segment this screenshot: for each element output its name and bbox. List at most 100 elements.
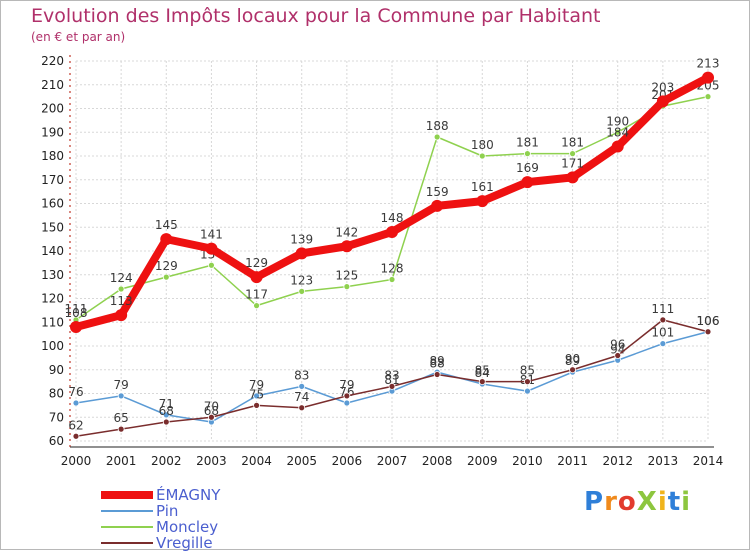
data-label-pin: 83 [294, 368, 309, 382]
data-point-emagny [115, 309, 128, 322]
x-tick-label: 2004 [241, 454, 272, 468]
data-label-pin: 76 [68, 385, 83, 399]
logo-letter: X [636, 487, 658, 517]
data-point-emagny [340, 240, 353, 253]
data-label-moncley: 123 [290, 273, 313, 287]
data-point-emagny [386, 226, 398, 238]
data-point-moncley [478, 152, 486, 160]
data-point-moncley [524, 150, 531, 158]
data-label-pin: 71 [159, 397, 174, 411]
x-tick-label: 2001 [106, 454, 137, 468]
data-point-vregille [478, 378, 486, 386]
data-point-pin [162, 411, 170, 419]
data-point-vregille [343, 392, 351, 400]
data-label-vregille: 83 [384, 368, 399, 382]
legend-label: Vregille [156, 534, 213, 552]
data-point-pin [298, 382, 306, 390]
data-point-moncley [343, 283, 351, 291]
data-label-vregille: 85 [520, 364, 535, 378]
data-label-vregille: 88 [430, 357, 445, 371]
data-label-pin: 101 [651, 326, 674, 340]
data-point-emagny [656, 95, 669, 108]
logo-letter: t [667, 487, 682, 517]
y-tick-label: 90 [49, 363, 64, 377]
data-point-moncley [433, 133, 441, 141]
data-point-emagny [205, 242, 218, 255]
y-tick-label: 110 [41, 315, 64, 329]
data-label-moncley: 129 [155, 259, 178, 273]
data-label-pin: 106 [697, 314, 720, 328]
data-point-emagny [566, 171, 579, 184]
x-tick-label: 2009 [467, 454, 498, 468]
data-label-moncley: 188 [426, 119, 449, 133]
data-point-vregille [614, 352, 622, 359]
y-tick-label: 220 [41, 54, 64, 68]
y-tick-label: 80 [49, 387, 64, 401]
data-label-emagny: 108 [65, 306, 88, 320]
data-label-vregille: 75 [249, 387, 264, 401]
data-label-emagny: 142 [335, 225, 358, 239]
x-tick-label: 2005 [286, 454, 317, 468]
x-tick-label: 2010 [512, 454, 543, 468]
data-point-emagny [611, 140, 624, 153]
data-point-vregille [659, 316, 667, 324]
data-point-vregille [298, 404, 306, 412]
y-tick-label: 70 [49, 410, 64, 424]
data-point-emagny [295, 247, 308, 260]
data-point-moncley [208, 261, 215, 269]
data-label-pin: 79 [114, 378, 129, 392]
y-tick-label: 170 [41, 173, 64, 187]
data-point-pin [343, 399, 351, 407]
data-label-vregille: 70 [204, 399, 219, 413]
data-label-vregille: 85 [475, 364, 490, 378]
x-tick-label: 2003 [196, 454, 227, 468]
x-tick-label: 2013 [648, 454, 679, 468]
data-label-pin: 89 [430, 354, 445, 368]
data-label-moncley: 190 [606, 114, 629, 128]
data-label-moncley: 117 [245, 288, 268, 302]
data-label-pin: 84 [475, 366, 490, 380]
chart-subtitle: (en € et par an) [31, 30, 126, 44]
data-point-emagny [702, 71, 714, 84]
data-label-emagny: 159 [426, 185, 449, 199]
logo-letter: i [681, 487, 692, 517]
x-tick-label: 2008 [422, 454, 453, 468]
x-tick-label: 2000 [61, 454, 92, 468]
data-label-emagny: 145 [155, 218, 178, 232]
data-label-vregille: 111 [651, 302, 674, 316]
data-point-moncley [614, 128, 622, 136]
data-point-emagny [431, 199, 444, 212]
data-point-moncley [298, 287, 306, 295]
y-tick-label: 190 [41, 125, 64, 139]
data-label-moncley: 125 [335, 269, 358, 283]
x-tick-label: 2006 [332, 454, 363, 468]
data-point-emagny [250, 271, 263, 284]
legend-swatch [101, 542, 153, 544]
data-label-emagny: 139 [290, 232, 313, 246]
data-label-vregille: 62 [68, 418, 83, 432]
legend-label: ÉMAGNY [156, 486, 221, 504]
x-tick-label: 2012 [602, 454, 633, 468]
legend-swatch [101, 510, 153, 512]
y-tick-label: 160 [41, 197, 64, 211]
data-point-moncley [388, 276, 396, 283]
data-point-vregille [253, 401, 260, 409]
data-label-emagny: 113 [110, 294, 133, 308]
y-tick-label: 60 [49, 434, 64, 448]
y-tick-label: 180 [41, 149, 64, 163]
legend-swatch [101, 526, 153, 528]
data-point-vregille [208, 413, 215, 421]
data-label-moncley: 181 [561, 136, 584, 150]
data-label-vregille: 74 [294, 390, 309, 404]
data-point-emagny [521, 176, 534, 189]
data-label-emagny: 161 [471, 180, 494, 194]
data-label-moncley: 124 [110, 271, 133, 285]
x-tick-label: 2007 [377, 454, 408, 468]
data-label-pin: 68 [204, 404, 219, 418]
data-point-pin [72, 399, 80, 407]
data-label-moncley: 180 [471, 138, 494, 152]
data-point-pin [117, 392, 125, 400]
chart-title: Evolution des Impôts locaux pour la Comm… [31, 5, 601, 27]
